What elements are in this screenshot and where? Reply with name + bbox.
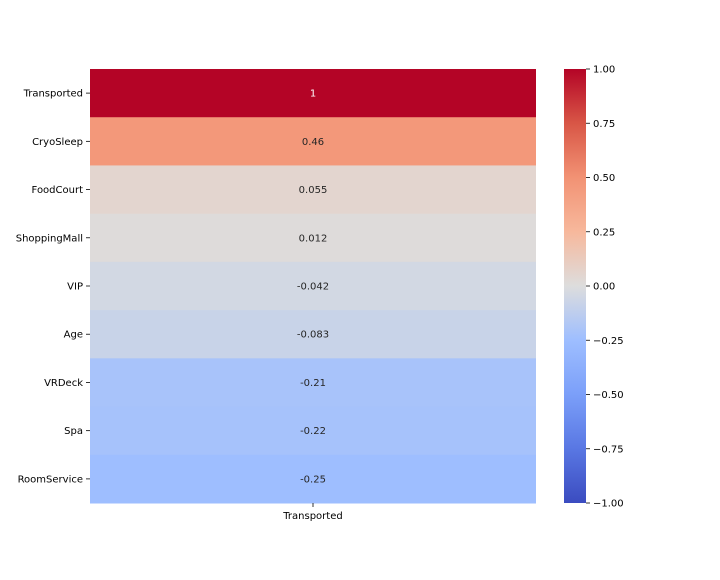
colorbar-tick-label: −1.00 bbox=[593, 499, 624, 510]
row-label: RoomService bbox=[18, 474, 83, 485]
row-label: VRDeck bbox=[44, 378, 83, 389]
colorbar-tick-label: 1.00 bbox=[593, 65, 615, 76]
heatmap-cell bbox=[90, 358, 536, 408]
cell-annotation: -0.25 bbox=[300, 474, 326, 485]
row-labels: Transported CryoSleep FoodCourt ShoppingMal… bbox=[16, 89, 90, 485]
row-label: ShoppingMall bbox=[16, 233, 83, 244]
heatmap-cell bbox=[90, 117, 536, 166]
colorbar-tick-label: 0.50 bbox=[593, 173, 615, 184]
cell-annotation: 0.012 bbox=[299, 233, 328, 244]
colorbar-ticks: 1.00 0.75 0.50 0.25 0.00 −0.25 −0.50 −0.75 −1.00 bbox=[586, 65, 624, 510]
cell-annotation: -0.22 bbox=[300, 426, 326, 437]
row-label: CryoSleep bbox=[32, 137, 83, 148]
heatmap-cell bbox=[90, 213, 536, 263]
heatmap-cell bbox=[90, 406, 536, 456]
row-label: VIP bbox=[67, 282, 83, 293]
heatmap-cell bbox=[90, 310, 536, 359]
column-labels: Transported bbox=[282, 503, 343, 522]
cell-annotation: -0.21 bbox=[300, 378, 326, 389]
heatmap-cells: 1 0.46 0.055 0.012 -0.042 -0.083 -0.21 -0.22 -0.… bbox=[90, 69, 536, 504]
heatmap-cell bbox=[90, 165, 536, 215]
row-label: Spa bbox=[64, 426, 83, 437]
cell-annotation: -0.042 bbox=[297, 282, 329, 293]
colorbar-tick-label: 0.25 bbox=[593, 227, 615, 238]
colorbar-tick-label: −0.75 bbox=[593, 444, 624, 455]
cell-annotation: 1 bbox=[310, 89, 316, 100]
heatmap-cell bbox=[90, 261, 536, 311]
cell-annotation: 0.055 bbox=[299, 185, 328, 196]
heatmap-cell bbox=[90, 69, 536, 118]
row-label: FoodCourt bbox=[32, 185, 84, 196]
colorbar-tick-label: −0.25 bbox=[593, 336, 624, 347]
column-label: Transported bbox=[282, 511, 342, 522]
colorbar bbox=[564, 69, 586, 503]
heatmap-cell bbox=[90, 454, 536, 504]
colorbar-tick-label: −0.50 bbox=[593, 390, 624, 401]
row-label: Transported bbox=[23, 89, 83, 100]
cell-annotation: 0.46 bbox=[302, 137, 324, 148]
colorbar-tick-label: 0.75 bbox=[593, 119, 615, 130]
cell-annotation: -0.083 bbox=[297, 330, 329, 341]
colorbar-gradient bbox=[564, 69, 586, 503]
colorbar-tick-label: 0.00 bbox=[593, 282, 615, 293]
row-label: Age bbox=[64, 330, 83, 341]
